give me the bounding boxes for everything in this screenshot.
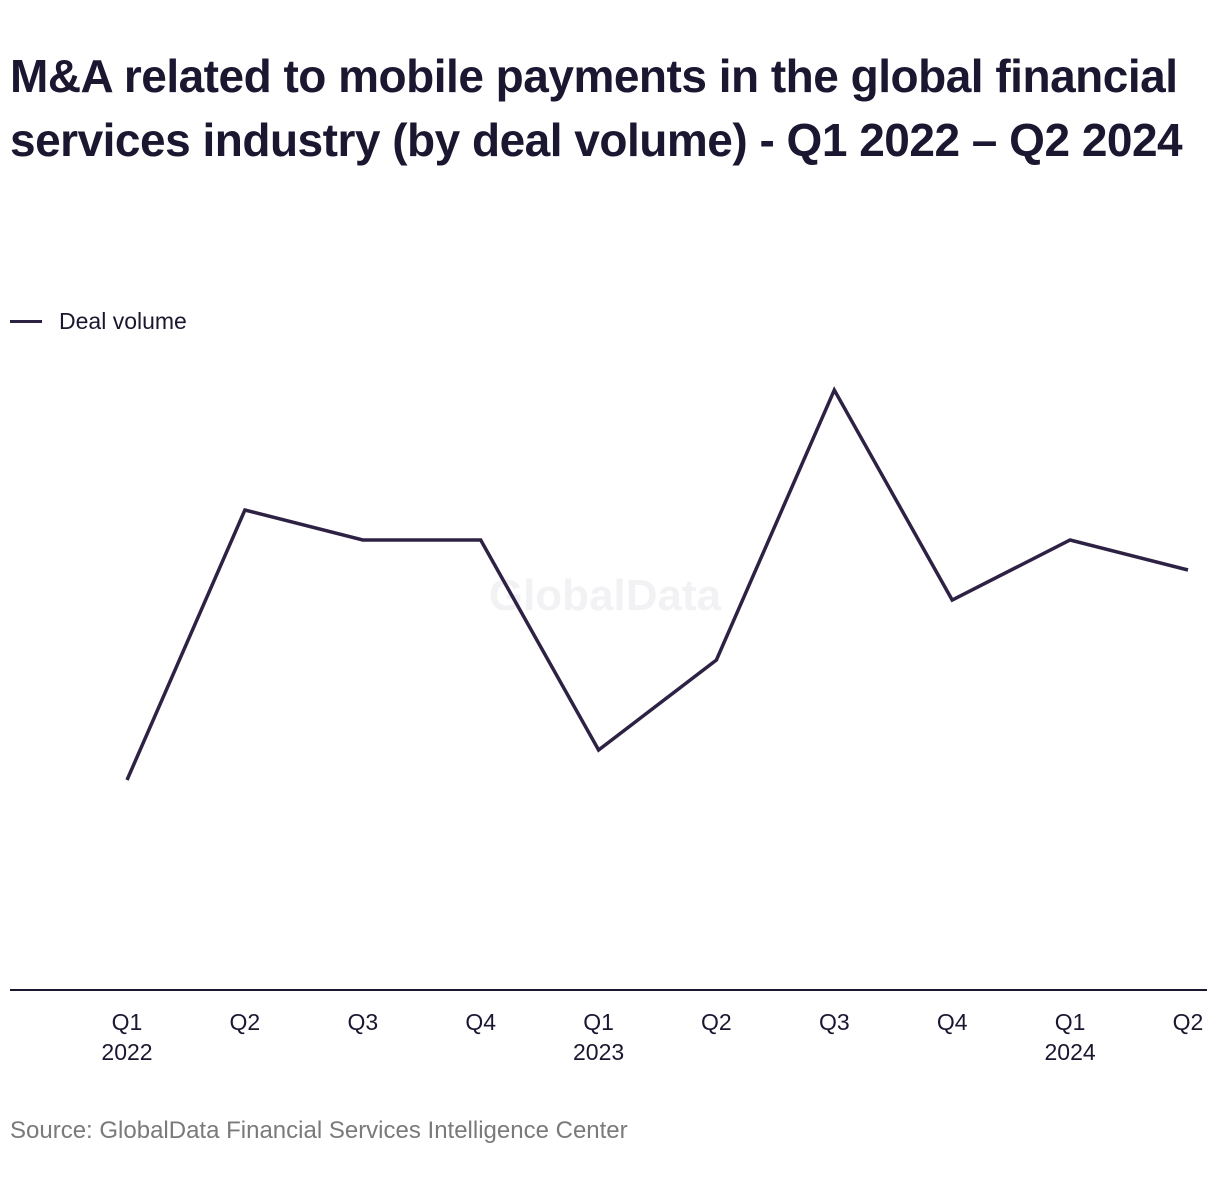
x-tick-label: Q3 <box>819 1009 850 1035</box>
x-tick-label: Q3 <box>347 1009 378 1035</box>
series-layer <box>125 386 1189 781</box>
x-tick-label: Q4 <box>465 1009 496 1035</box>
legend-label: Deal volume <box>59 307 187 334</box>
source-note: Source: GlobalData Financial Services In… <box>10 1117 628 1144</box>
x-tick-label: Q2 <box>701 1009 732 1035</box>
x-tick-label: Q1 <box>583 1009 614 1035</box>
x-tick-label: Q4 <box>937 1009 968 1035</box>
x-tick-label: Q1 <box>112 1009 143 1035</box>
x-tick-year-label: 2024 <box>1045 1039 1096 1065</box>
watermark: GlobalData <box>489 571 722 620</box>
x-tick-label: Q2 <box>230 1009 261 1035</box>
x-tick-label: Q1 <box>1055 1009 1086 1035</box>
x-tick-labels: Q1 2022 Q2 Q3 Q4 Q1 2023 Q2 Q3 Q4 Q1 2024 Q2 <box>101 1009 1203 1065</box>
chart-title: M&A related to mobile payments in the gl… <box>10 50 1183 166</box>
legend-swatch <box>10 319 42 323</box>
x-tick-label: Q2 <box>1173 1009 1204 1035</box>
series-line-deal-volume <box>125 386 1189 781</box>
x-tick-year-label: 2023 <box>573 1039 624 1065</box>
legend: Deal volume <box>10 306 187 336</box>
x-tick-year-label: 2022 <box>101 1039 152 1065</box>
